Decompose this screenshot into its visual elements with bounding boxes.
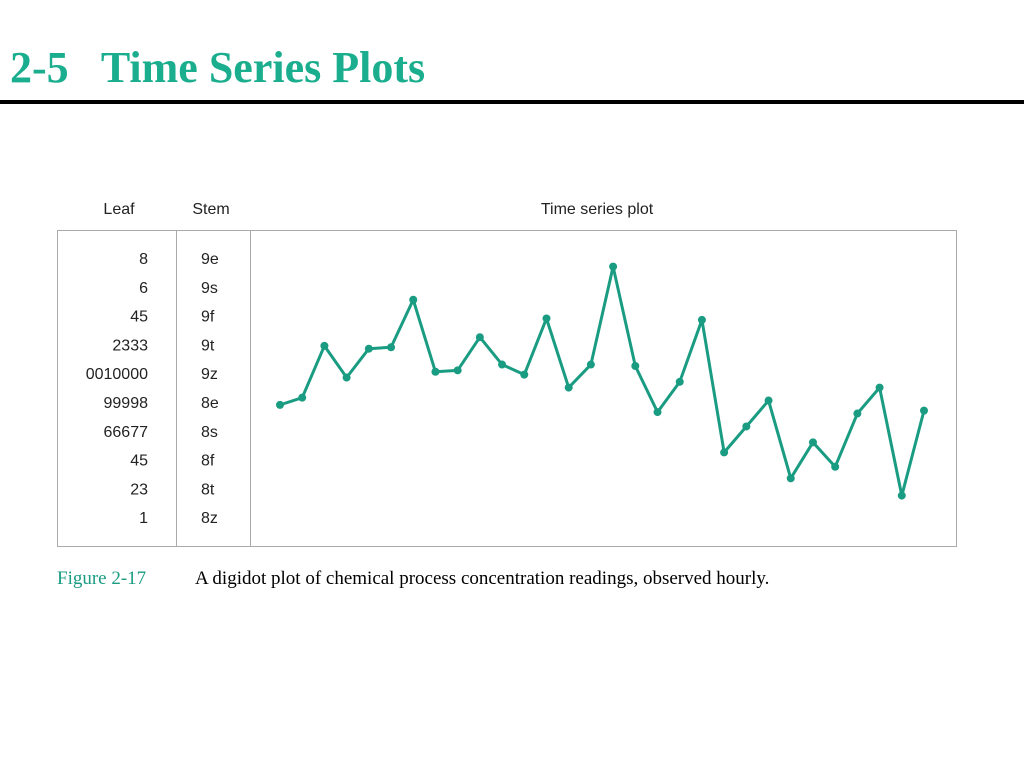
stem: 9z — [201, 366, 218, 383]
data-point — [364, 344, 373, 353]
data-point — [453, 366, 462, 375]
leaf: 0010000 — [86, 366, 148, 383]
caption-text: A digidot plot of chemical process conce… — [195, 568, 769, 589]
stem-header: Stem — [192, 201, 229, 218]
leaf: 45 — [130, 309, 148, 326]
data-point — [631, 362, 640, 370]
leaf: 1 — [139, 510, 148, 527]
data-point — [742, 422, 751, 431]
data-point — [675, 377, 684, 386]
leaf-header: Leaf — [103, 201, 135, 218]
data-point — [786, 474, 795, 483]
caption: Figure 2-17 A digidot plot of chemical p… — [57, 568, 769, 589]
data-point — [808, 438, 817, 447]
leaf: 6 — [139, 280, 148, 297]
data-point — [697, 315, 706, 324]
stem: 8z — [201, 510, 218, 527]
leaf: 99998 — [104, 395, 149, 412]
stem: 9f — [201, 309, 215, 326]
data-point — [564, 383, 573, 392]
data-point — [276, 400, 284, 409]
data-point — [831, 462, 840, 471]
data-point — [586, 360, 595, 369]
data-point — [609, 262, 618, 271]
data-point — [298, 393, 307, 402]
data-point — [320, 341, 329, 350]
data-point — [498, 360, 507, 369]
data-point — [720, 448, 729, 457]
data-point — [520, 370, 529, 379]
data-point — [342, 373, 351, 382]
table-frame — [57, 230, 957, 547]
stem: 8f — [201, 453, 215, 470]
stem: 9s — [201, 280, 218, 297]
stem: 8t — [201, 481, 215, 498]
data-point — [853, 409, 862, 418]
stem: 9e — [201, 251, 219, 268]
leaf: 45 — [130, 453, 148, 470]
data-point — [920, 406, 928, 415]
data-point — [875, 383, 884, 392]
stem: 9t — [201, 337, 215, 354]
data-point — [431, 367, 440, 376]
data-point — [542, 314, 551, 323]
leaf: 2333 — [112, 337, 148, 354]
data-point — [387, 343, 396, 352]
stem: 8s — [201, 424, 218, 441]
caption-label: Figure 2-17 — [57, 568, 146, 589]
leaf: 8 — [139, 251, 148, 268]
series-line — [279, 265, 926, 498]
data-point — [653, 408, 662, 417]
data-point — [409, 295, 418, 304]
leaf: 66677 — [104, 424, 149, 441]
leaf: 23 — [130, 481, 148, 498]
data-point — [764, 396, 773, 405]
title-rule — [0, 100, 1024, 104]
data-point — [897, 491, 906, 500]
slide-title: 2-5 Time Series Plots — [10, 43, 425, 92]
plot-header: Time series plot — [541, 201, 654, 218]
stem: 8e — [201, 395, 219, 412]
data-point — [475, 333, 484, 342]
